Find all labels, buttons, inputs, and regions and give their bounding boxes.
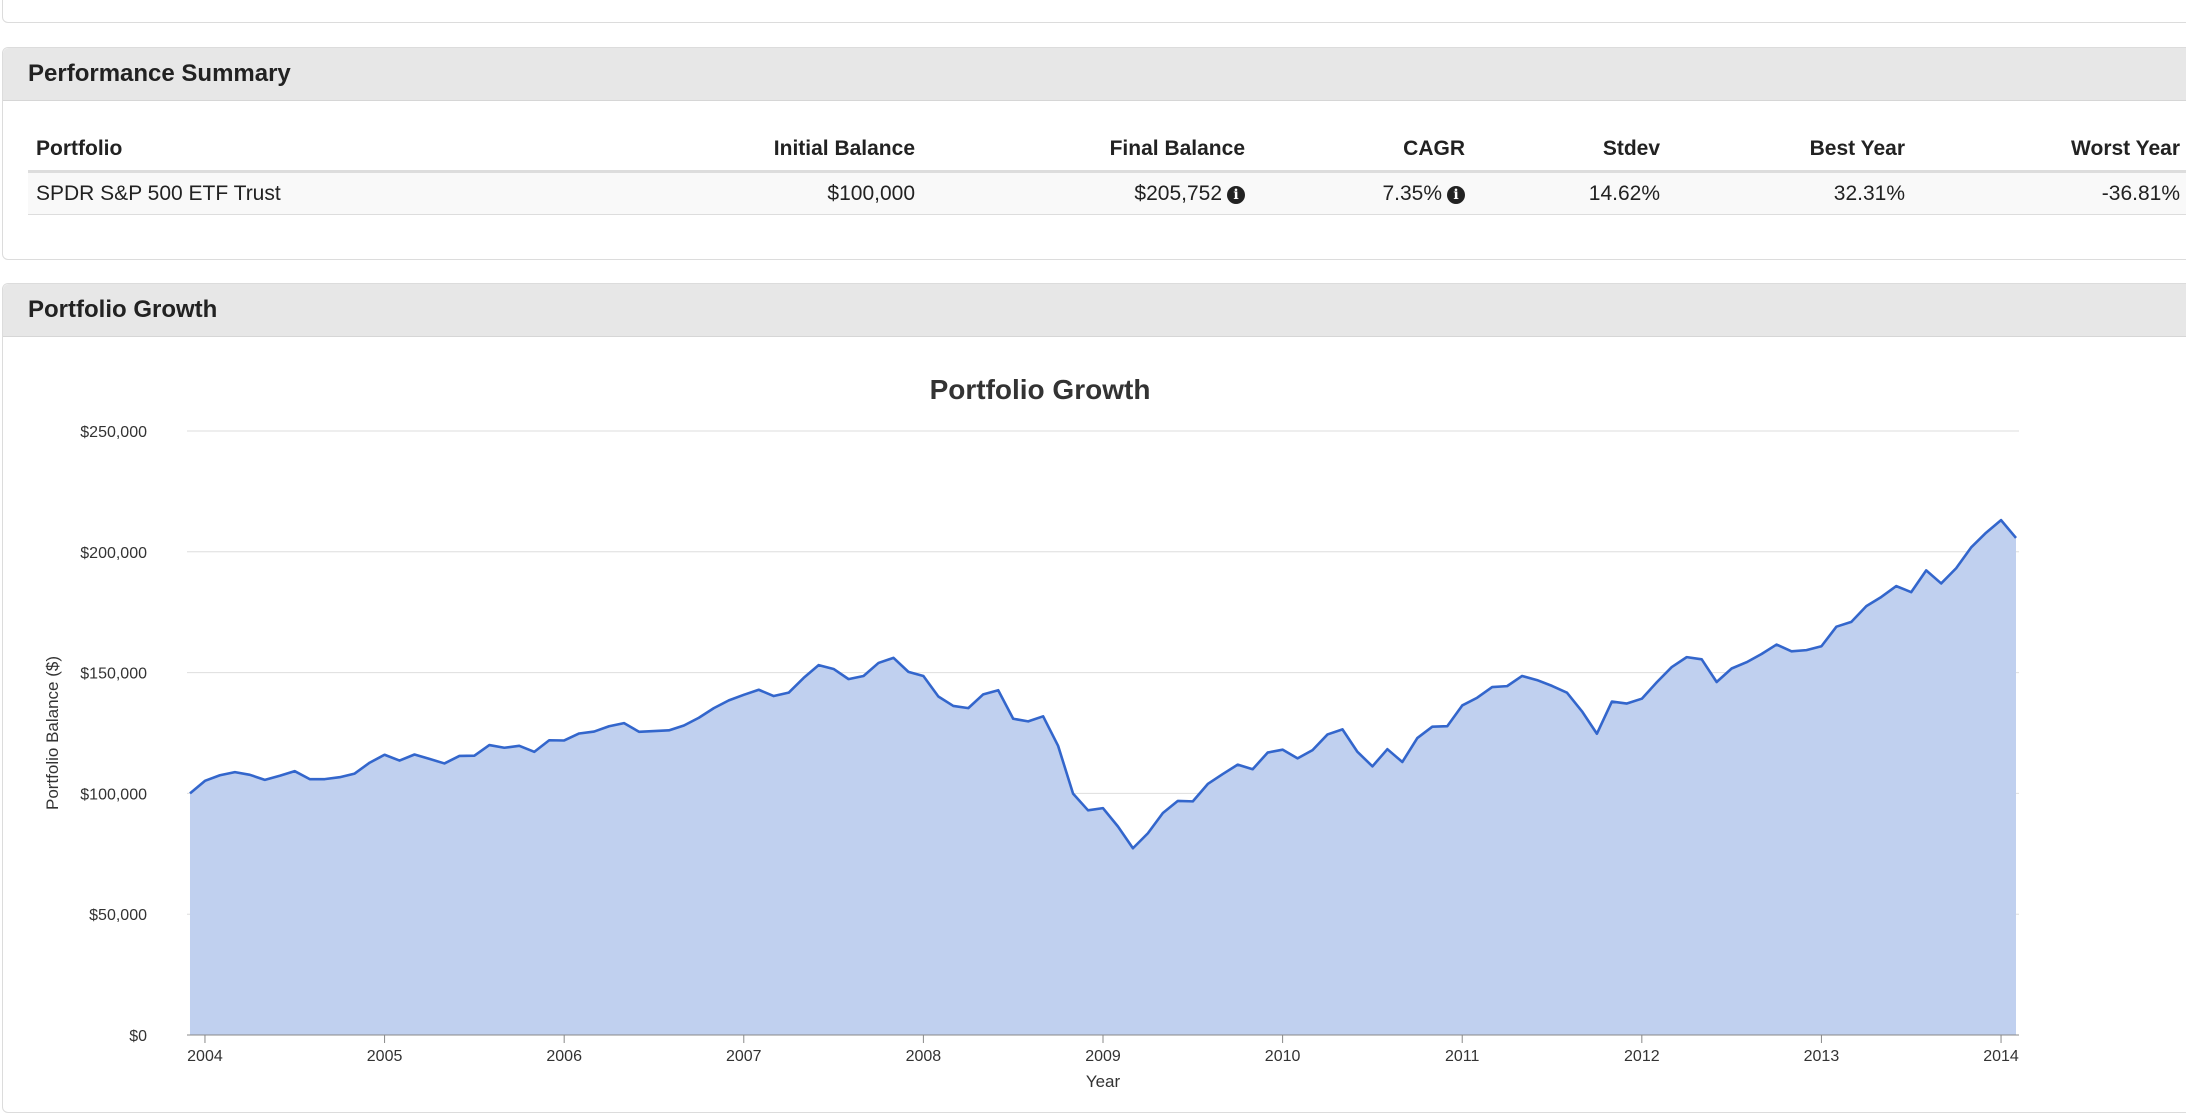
info-circle-icon[interactable]: i (1227, 185, 1245, 204)
x-tick-label: 2013 (1804, 1048, 1840, 1065)
y-tick-label: $200,000 (80, 545, 147, 562)
x-tick-label: 2005 (367, 1048, 403, 1065)
cell-stdev: 14.62% (1473, 171, 1668, 215)
x-axis-title: Year (1086, 1072, 1121, 1091)
x-tick-label: 2012 (1624, 1048, 1660, 1065)
previous-panel (2, 0, 2186, 23)
x-tick-label: 2011 (1445, 1048, 1480, 1065)
cell-best-year: 32.31% (1668, 171, 1913, 215)
performance-summary-table: Portfolio Initial Balance Final Balance … (28, 128, 2186, 215)
col-header-worst-year[interactable]: Worst Year (1913, 128, 2186, 173)
portfolio-growth-title: Portfolio Growth (28, 296, 218, 323)
col-header-initial-balance[interactable]: Initial Balance (573, 128, 923, 173)
chart-title: Portfolio Growth (930, 374, 1151, 405)
cell-initial-balance: $100,000 (573, 171, 923, 215)
performance-summary-panel: Performance Summary Portfolio Initial Ba… (2, 47, 2186, 260)
y-tick-label: $250,000 (80, 424, 147, 441)
cell-final-balance: $205,752 i (923, 171, 1253, 215)
info-circle-icon[interactable]: i (1447, 185, 1465, 204)
x-tick-label: 2006 (546, 1048, 582, 1065)
x-tick-label: 2009 (1085, 1048, 1121, 1065)
cell-worst-year: -36.81% (1913, 171, 2186, 215)
x-tick-label: 2010 (1265, 1048, 1301, 1065)
col-header-cagr[interactable]: CAGR (1253, 128, 1473, 173)
y-tick-label: $150,000 (80, 666, 147, 683)
y-tick-label: $0 (129, 1028, 147, 1045)
table-row: SPDR S&P 500 ETF Trust $100,000 $205,752… (28, 171, 2186, 215)
cell-cagr: 7.35% i (1253, 171, 1473, 215)
area-fill (189, 520, 2017, 1035)
y-tick-label: $100,000 (80, 786, 147, 803)
y-tick-label: $50,000 (89, 907, 147, 924)
x-tick-label: 2008 (906, 1048, 942, 1065)
x-tick-label: 2007 (726, 1048, 762, 1065)
chart-area (189, 518, 2018, 1035)
series-line (189, 518, 2018, 850)
final-balance-value: $205,752 (1134, 181, 1222, 205)
x-tick-label: 2004 (187, 1048, 223, 1065)
cell-portfolio: SPDR S&P 500 ETF Trust (28, 171, 573, 215)
col-header-final-balance[interactable]: Final Balance (923, 128, 1253, 173)
portfolio-growth-chart[interactable]: Portfolio Growth $0 $50,000 $100,000 $150,0… (3, 339, 2183, 1119)
panel-header: Portfolio Growth (3, 284, 2186, 337)
panel-header: Performance Summary (3, 48, 2186, 101)
portfolio-growth-panel: Portfolio Growth Portfolio Growth $0 $50,… (2, 283, 2186, 1113)
performance-summary-title: Performance Summary (28, 60, 291, 87)
y-axis-title: Portfolio Balance ($) (43, 656, 62, 810)
cagr-value: 7.35% (1382, 181, 1442, 205)
col-header-stdev[interactable]: Stdev (1473, 128, 1668, 173)
x-tick-label: 2014 (1983, 1048, 2019, 1065)
col-header-best-year[interactable]: Best Year (1668, 128, 1913, 173)
col-header-portfolio[interactable]: Portfolio (28, 128, 573, 173)
chart-axes: $0 $50,000 $100,000 $150,000 $200,000 $250,00… (80, 424, 2019, 1065)
table-header-row: Portfolio Initial Balance Final Balance … (28, 128, 2186, 173)
